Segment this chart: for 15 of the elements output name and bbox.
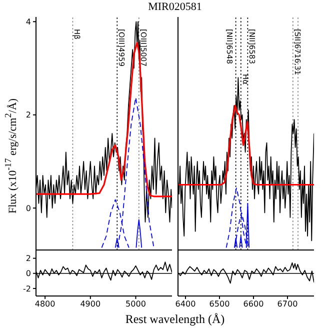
y-tick-label: 0: [26, 204, 31, 213]
x-tick-label: 6500: [209, 300, 230, 309]
x-tick-label: 6600: [243, 300, 264, 309]
y-tick-label: -2: [23, 284, 31, 294]
x-axis-title: Rest wavelength (Å): [124, 312, 226, 327]
x-tick-label: 5000: [126, 300, 146, 309]
x-tick-label: 6700: [277, 300, 298, 309]
y-tick-label: 2: [26, 110, 31, 120]
y-tick-label: 4: [26, 18, 31, 26]
x-tick-label: 6400: [175, 300, 196, 309]
x-tick-label: 4800: [34, 300, 56, 309]
x-tick-label: 4900: [80, 300, 101, 309]
y-tick-label: 2: [26, 254, 31, 264]
chart-title: MIR020581: [147, 1, 203, 13]
y-tick-label: 0: [26, 269, 31, 278]
